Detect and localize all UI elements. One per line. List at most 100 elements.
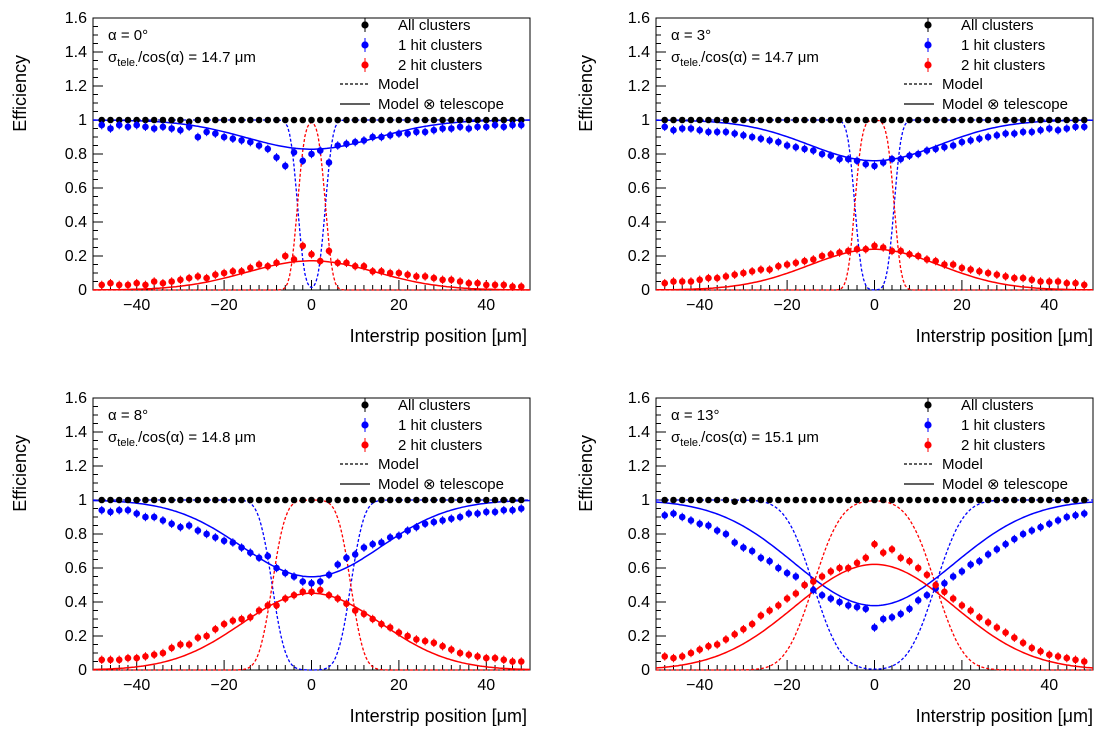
point-all-clusters: [1011, 116, 1018, 124]
point-2hit: [483, 654, 490, 662]
point-all-clusters: [98, 116, 106, 124]
point-1hit: [483, 508, 490, 516]
point-all-clusters: [941, 116, 948, 124]
point-2hit: [705, 274, 712, 282]
x-tick-label: −40: [123, 297, 150, 314]
point-all-clusters: [1046, 116, 1053, 124]
point-2hit: [1063, 279, 1071, 287]
point-all-clusters: [413, 116, 420, 124]
legend-1hit-clusters: 1 hit clusters: [398, 37, 482, 54]
panel-marks: 0 0.2 0.4 0.6 0.8 1 1.2 1.4 1.6 −40 −20 0 20 40: [65, 390, 531, 694]
point-2hit: [273, 602, 280, 609]
point-1hit: [1080, 510, 1088, 517]
point-2hit: [1002, 273, 1009, 280]
point-2hit: [687, 649, 695, 657]
point-2hit: [194, 634, 202, 641]
point-all-clusters: [897, 496, 905, 504]
point-1hit: [678, 513, 686, 521]
point-all-clusters: [448, 496, 455, 504]
point-1hit: [923, 147, 931, 154]
point-all-clusters: [967, 496, 974, 504]
point-1hit: [500, 506, 508, 514]
point-2hit: [334, 595, 342, 602]
point-2hit: [517, 658, 525, 665]
point-1hit: [413, 523, 420, 531]
point-all-clusters: [273, 116, 280, 124]
y-axis-label: Efficiency: [10, 435, 30, 512]
y-tick-label: 1.4: [65, 424, 87, 441]
y-tick-label: 0: [641, 282, 650, 299]
y-tick-label: 1: [641, 492, 650, 509]
sigma-subscript: tele.: [117, 57, 138, 69]
point-2hit: [264, 602, 272, 609]
point-1hit: [827, 595, 835, 602]
point-1hit: [897, 610, 905, 618]
point-all-clusters: [949, 496, 957, 504]
x-tick-label: 40: [477, 297, 495, 314]
point-2hit: [343, 600, 350, 607]
point-1hit: [783, 569, 791, 577]
point-2hit: [906, 251, 913, 258]
point-all-clusters: [255, 496, 263, 504]
point-all-clusters: [906, 116, 913, 124]
point-1hit: [185, 123, 193, 131]
point-1hit: [290, 573, 298, 580]
point-all-clusters: [395, 496, 403, 504]
x-tick-label: 0: [870, 677, 879, 694]
point-1hit: [818, 150, 826, 158]
point-2hit: [404, 632, 411, 640]
point-2hit: [923, 256, 931, 263]
point-2hit: [413, 273, 420, 280]
point-1hit: [430, 518, 438, 526]
point-all-clusters: [1054, 116, 1062, 124]
point-2hit: [696, 276, 703, 284]
x-tick-label: 0: [307, 677, 316, 694]
point-2hit: [879, 549, 887, 556]
point-2hit: [1054, 653, 1062, 660]
point-2hit: [879, 244, 887, 251]
point-2hit: [290, 591, 298, 599]
point-1hit: [775, 138, 782, 146]
point-2hit: [1037, 278, 1044, 285]
point-all-clusters: [888, 496, 896, 504]
point-1hit: [150, 513, 158, 521]
y-axis-label: Efficiency: [576, 435, 596, 512]
point-2hit: [115, 656, 123, 664]
point-2hit: [474, 653, 481, 660]
point-1hit: [1019, 530, 1027, 538]
x-tick-label: −20: [774, 677, 801, 694]
point-1hit: [1054, 517, 1062, 524]
point-2hit: [661, 653, 669, 660]
point-2hit: [386, 624, 394, 631]
point-all-clusters: [722, 496, 730, 504]
legend-marker-one: [924, 38, 932, 52]
alpha-annotation: α = 3°: [671, 27, 711, 44]
point-2hit: [731, 271, 738, 279]
y-tick-label: 1.2: [65, 458, 87, 475]
point-2hit: [766, 266, 773, 273]
point-1hit: [404, 527, 411, 534]
point-all-clusters: [862, 496, 870, 504]
point-1hit: [351, 551, 359, 558]
point-all-clusters: [1037, 496, 1044, 504]
point-all-clusters: [827, 496, 835, 504]
point-all-clusters: [740, 116, 747, 124]
point-2hit: [500, 656, 508, 664]
point-all-clusters: [220, 116, 228, 124]
point-all-clusters: [509, 116, 516, 124]
point-1hit: [792, 143, 800, 151]
y-tick-label: 0.2: [628, 628, 650, 645]
point-2hit: [448, 646, 455, 653]
point-2hit: [783, 595, 791, 602]
point-2hit: [281, 595, 289, 602]
point-1hit: [229, 539, 237, 546]
point-1hit: [661, 512, 669, 519]
y-tick-label: 0.4: [65, 594, 87, 611]
point-2hit: [124, 281, 132, 289]
point-2hit: [984, 269, 992, 277]
point-1hit: [853, 603, 861, 611]
point-all-clusters: [862, 116, 870, 124]
point-1hit: [748, 133, 756, 141]
point-2hit: [1080, 281, 1088, 289]
point-all-clusters: [871, 116, 878, 124]
